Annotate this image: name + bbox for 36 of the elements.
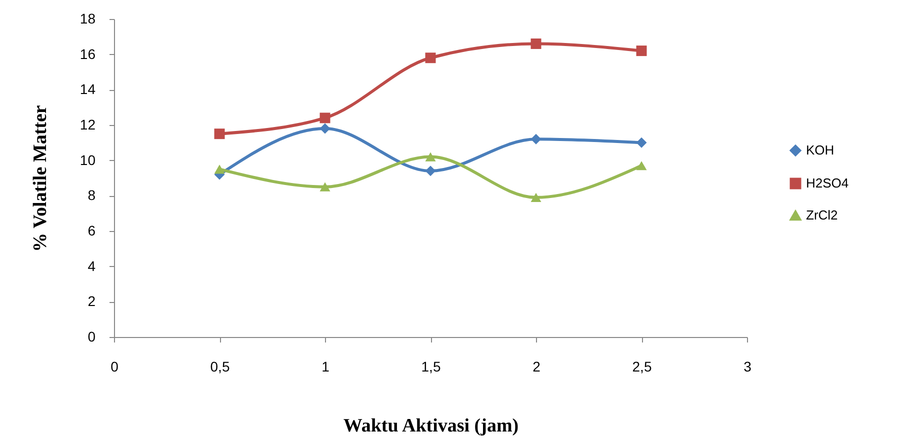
x-tick-label: 2	[532, 358, 541, 374]
point	[425, 152, 436, 162]
point	[320, 112, 330, 124]
x-axis-title: Waktu Aktivasi (jam)	[343, 416, 519, 436]
y-axis-title: % Volatile Matter	[30, 104, 51, 252]
point	[425, 52, 436, 64]
y-tick-label: 6	[88, 222, 96, 238]
legend-label: ZrCl2	[806, 208, 838, 222]
y-tick-label: 2	[88, 293, 96, 310]
x-tick-label: 1,5	[421, 358, 441, 374]
y-tick-label: 0	[88, 328, 96, 344]
point	[320, 182, 330, 192]
x-tick-label: 3	[744, 358, 752, 374]
y-tick-label: 12	[80, 116, 96, 132]
x-tick-label: 0,5	[210, 358, 230, 374]
y-tick-label: 4	[88, 258, 96, 274]
x-tick-label: 1	[322, 358, 330, 374]
y-tick-label: 18	[80, 10, 96, 26]
point	[636, 137, 647, 148]
point	[425, 166, 436, 176]
point	[214, 164, 225, 174]
point	[530, 134, 542, 144]
y-tick-label: 8	[88, 187, 96, 204]
point	[530, 38, 542, 49]
y-tick-label: 10	[80, 152, 96, 168]
legend-label: KOH	[806, 142, 834, 158]
point	[214, 128, 225, 140]
y-tick-label: 14	[80, 81, 96, 98]
point	[636, 46, 647, 56]
point	[636, 161, 647, 170]
point	[530, 192, 542, 202]
y-tick-label: 16	[80, 46, 96, 62]
x-tick-label: 0	[110, 358, 119, 374]
point	[320, 123, 330, 134]
x-tick-label: 2,5	[632, 358, 652, 374]
legend-label: H2SO4	[806, 176, 849, 190]
